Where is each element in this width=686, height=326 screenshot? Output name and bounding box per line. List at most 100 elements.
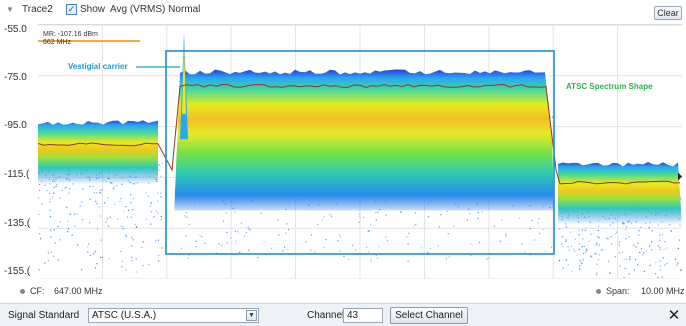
noise-point — [638, 234, 640, 236]
noise-point — [247, 226, 249, 228]
noise-point — [629, 259, 631, 261]
noise-point — [67, 228, 69, 230]
noise-point — [561, 243, 563, 245]
noise-point — [53, 192, 55, 194]
noise-point — [44, 262, 46, 264]
noise-point — [680, 198, 682, 200]
vestigial-carrier-label: Vestigial carrier — [68, 62, 128, 71]
channel-input[interactable]: 43 — [343, 308, 383, 323]
noise-point — [96, 203, 98, 205]
noise-point — [278, 234, 280, 236]
noise-point — [661, 233, 664, 236]
noise-point — [249, 229, 251, 231]
noise-point — [679, 224, 681, 226]
noise-point — [310, 234, 313, 236]
noise-point — [286, 223, 288, 225]
close-icon[interactable]: ✕ — [667, 307, 681, 324]
noise-point — [285, 232, 287, 234]
noise-point — [49, 198, 51, 200]
noise-point — [38, 197, 40, 199]
noise-point — [153, 216, 155, 218]
noise-point — [121, 266, 123, 268]
noise-point — [609, 272, 611, 275]
cf-label: CF: — [30, 286, 45, 296]
noise-point — [529, 228, 531, 230]
noise-point — [323, 216, 325, 218]
cf-value[interactable]: 647.00 MHz — [54, 286, 103, 296]
noise-point — [562, 245, 564, 247]
signal-standard-select[interactable]: ATSC (U.S.A.) ▼ — [88, 308, 259, 323]
noise-point — [49, 216, 52, 218]
noise-point — [157, 200, 159, 202]
noise-point — [399, 211, 402, 214]
noise-point — [120, 197, 122, 200]
noise-point — [284, 246, 286, 248]
noise-point — [104, 202, 106, 204]
noise-point — [314, 251, 316, 253]
noise-point — [130, 216, 132, 218]
noise-point — [49, 192, 51, 195]
noise-point — [549, 116, 551, 118]
noise-point — [53, 229, 55, 231]
noise-point — [583, 253, 585, 255]
noise-point — [597, 259, 600, 261]
noise-point — [619, 252, 621, 254]
noise-point — [67, 220, 69, 223]
noise-point — [149, 205, 151, 207]
noise-point — [375, 219, 377, 221]
noise-point — [201, 236, 203, 238]
noise-point — [585, 228, 587, 230]
noise-point — [385, 214, 387, 216]
avg-trace — [38, 40, 682, 185]
marker-arrow-icon — [678, 172, 682, 181]
noise-point — [100, 239, 102, 241]
noise-point — [158, 260, 160, 262]
noise-point — [59, 197, 61, 199]
noise-point — [321, 219, 323, 221]
span-value[interactable]: 10.00 MHz — [641, 286, 685, 296]
noise-point — [407, 243, 409, 245]
trace-header: ▼ Trace2 ✓ Show Avg (VRMS) Normal Clear — [0, 0, 686, 20]
noise-point — [157, 212, 159, 214]
chevron-down-icon[interactable]: ▼ — [6, 5, 14, 14]
noise-point — [619, 265, 621, 267]
noise-point — [358, 221, 360, 223]
noise-point — [160, 215, 162, 218]
noise-point — [263, 241, 265, 243]
spectrum-plot[interactable] — [38, 24, 682, 279]
noise-point — [448, 256, 450, 258]
noise-point — [446, 210, 448, 212]
cf-dot-icon[interactable] — [20, 289, 25, 294]
noise-point — [649, 245, 651, 247]
noise-point — [160, 196, 162, 198]
noise-point — [184, 215, 186, 217]
y-tick-label: -55.0 — [4, 24, 27, 35]
noise-point — [565, 226, 567, 228]
noise-point — [94, 267, 96, 269]
noise-point — [601, 249, 603, 251]
noise-point — [120, 225, 122, 227]
noise-point — [323, 246, 325, 249]
noise-point — [582, 238, 584, 240]
noise-point — [348, 258, 350, 261]
noise-point — [648, 227, 650, 229]
show-checkbox[interactable]: ✓ — [66, 4, 77, 15]
span-dot-icon[interactable] — [596, 289, 601, 294]
noise-point — [125, 206, 127, 208]
noise-point — [81, 201, 83, 203]
noise-point — [325, 239, 327, 241]
noise-point — [117, 218, 119, 220]
noise-point — [122, 228, 124, 230]
noise-point — [588, 240, 590, 242]
noise-point — [625, 238, 627, 240]
noise-point — [226, 231, 228, 234]
select-channel-button[interactable]: Select Channel — [390, 307, 468, 324]
noise-point — [378, 246, 380, 248]
noise-point — [150, 211, 152, 213]
noise-point — [141, 246, 143, 248]
noise-point — [590, 255, 592, 257]
noise-point — [131, 245, 133, 247]
clear-button[interactable]: Clear — [654, 6, 682, 20]
noise-point — [99, 192, 101, 194]
chevron-down-icon[interactable]: ▼ — [246, 310, 257, 321]
